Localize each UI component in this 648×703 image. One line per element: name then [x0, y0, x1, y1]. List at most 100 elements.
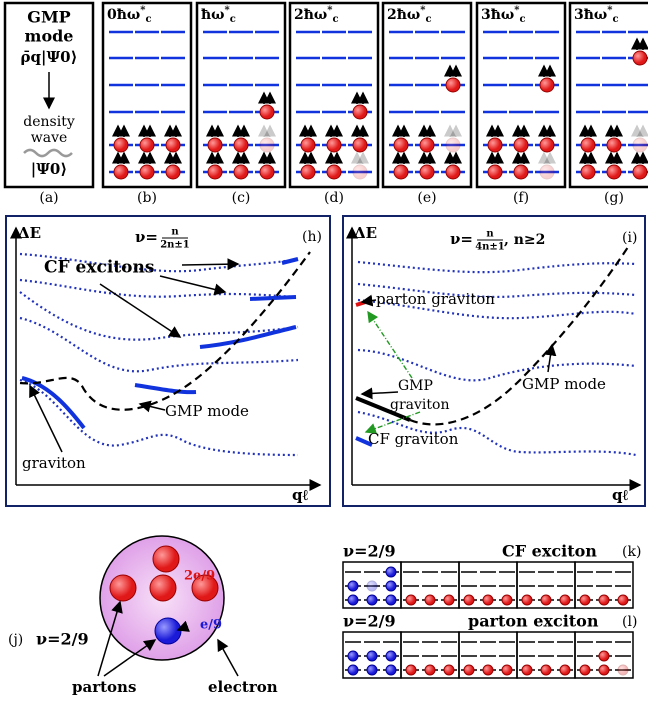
- arrow: [159, 275, 227, 296]
- parton: [149, 574, 177, 602]
- label: (b): [137, 190, 157, 206]
- solid: [249, 295, 297, 301]
- annotation: GMP mode: [165, 402, 249, 420]
- particle: [598, 594, 610, 606]
- unit: ħω: [397, 7, 421, 23]
- particle: [352, 104, 368, 120]
- gmp-curve: [409, 243, 631, 426]
- unit-sub: c: [426, 14, 432, 25]
- curve: [19, 291, 299, 341]
- label: (g): [604, 190, 624, 206]
- solid: [21, 376, 86, 430]
- particle: [443, 664, 455, 676]
- energy-label: ħω*c: [201, 5, 236, 25]
- unit-sub: c: [520, 14, 526, 25]
- curve: [19, 278, 299, 299]
- particle: [487, 164, 503, 180]
- box: [574, 631, 634, 679]
- particle: [385, 650, 397, 662]
- text: mode: [25, 27, 74, 46]
- energy-label: 3ħω*c: [574, 5, 619, 25]
- charge: e/9: [200, 618, 222, 633]
- energy-label: 0ħω*c: [107, 5, 152, 25]
- particle: [300, 137, 316, 153]
- particle: [482, 594, 494, 606]
- particle: [385, 594, 397, 606]
- particle: [559, 594, 571, 606]
- text: ν=2/9: [36, 630, 89, 649]
- multiple: 2: [294, 7, 304, 23]
- particle: [579, 594, 591, 606]
- particle: [598, 664, 610, 676]
- particle: [463, 594, 475, 606]
- particle: [632, 137, 648, 153]
- particle: [352, 137, 368, 153]
- parton: [191, 574, 219, 602]
- text: ν=2/9: [343, 612, 396, 631]
- arrow: [103, 639, 157, 677]
- unit: ħω: [304, 7, 328, 23]
- particle: [598, 650, 610, 662]
- panel-frame: [195, 1, 287, 189]
- particle: [632, 164, 648, 180]
- label: (l): [622, 614, 637, 630]
- particle: [487, 137, 503, 153]
- unit-sub: c: [230, 14, 236, 25]
- particle: [165, 137, 181, 153]
- parton: [152, 545, 180, 573]
- particle: [443, 594, 455, 606]
- annotation: GMP: [398, 378, 433, 394]
- particle: [347, 664, 359, 676]
- label: (j): [8, 632, 23, 648]
- text: density: [23, 114, 75, 130]
- panel-a-frame: [3, 1, 95, 189]
- unit: ħω: [117, 7, 141, 23]
- particle: [521, 664, 533, 676]
- annotation: partons: [72, 678, 136, 696]
- particle: [559, 664, 571, 676]
- text: n: [171, 227, 179, 238]
- text: ν=: [450, 230, 473, 248]
- unit-sub: c: [333, 14, 339, 25]
- particle: [539, 77, 555, 93]
- particle: [445, 164, 461, 180]
- text: ρ̄q|Ψ0⟩: [21, 48, 78, 66]
- text: 2n±1: [160, 240, 190, 251]
- particle: [366, 594, 378, 606]
- multiple: 0: [107, 7, 117, 23]
- particle: [463, 664, 475, 676]
- particle: [445, 77, 461, 93]
- parton: [109, 574, 137, 602]
- arrow: [97, 600, 123, 677]
- text: n: [486, 229, 494, 240]
- panel-frame: [101, 1, 193, 189]
- particle: [326, 137, 342, 153]
- unit-sup: *: [514, 5, 520, 16]
- label: (i): [622, 230, 637, 246]
- panel-frame: [568, 1, 648, 189]
- particle: [347, 594, 359, 606]
- particle: [424, 664, 436, 676]
- arrow: [29, 384, 63, 453]
- text: CF exciton: [502, 542, 597, 561]
- unit-sup: *: [225, 5, 231, 16]
- text: ν=2/9: [343, 542, 396, 561]
- solid: [355, 436, 373, 447]
- arrow: [544, 343, 557, 373]
- particle: [165, 164, 181, 180]
- particle: [385, 664, 397, 676]
- particle: [606, 137, 622, 153]
- particle: [540, 594, 552, 606]
- axis-label: qℓ: [292, 486, 308, 504]
- text: |Ψ0⟩: [31, 160, 67, 178]
- particle: [139, 164, 155, 180]
- solid: [281, 257, 299, 265]
- particle: [580, 137, 596, 153]
- particle: [632, 50, 648, 66]
- unit: ħω: [491, 7, 515, 23]
- label: (c): [232, 190, 251, 206]
- wave: [23, 148, 73, 158]
- unit-sup: *: [327, 5, 333, 16]
- panel-i-frame: [342, 215, 646, 507]
